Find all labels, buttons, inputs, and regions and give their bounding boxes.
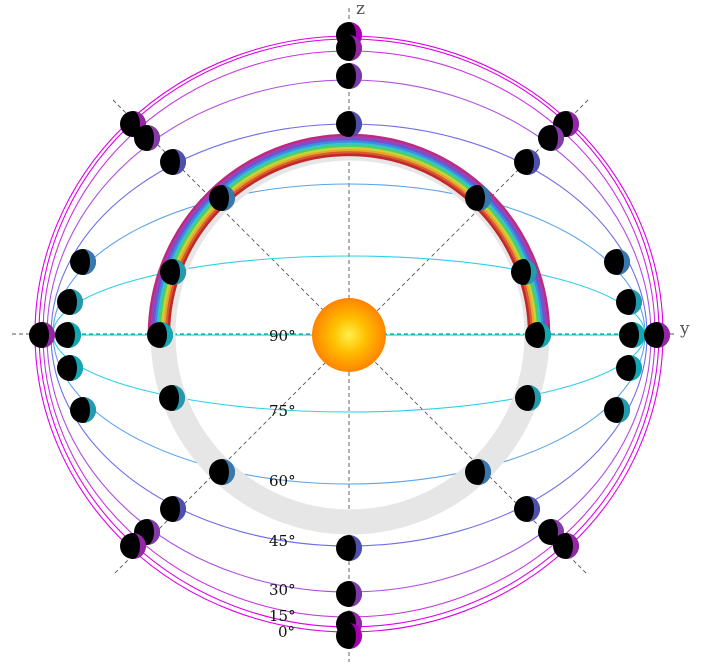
sphere-marker xyxy=(209,185,235,211)
sphere-marker xyxy=(57,355,83,381)
sun xyxy=(312,298,386,372)
sphere-marker xyxy=(644,322,670,348)
sphere-marker xyxy=(336,623,362,649)
sphere-marker xyxy=(538,125,564,151)
rainbow-band xyxy=(163,149,535,336)
altitude-label: 90° xyxy=(269,327,296,345)
altitude-label: 15° xyxy=(269,607,296,625)
altitude-labels: 90° 75° 60° 45° 30° 15°0° xyxy=(269,327,296,641)
rainbow-band xyxy=(160,146,538,336)
altitude-label: 60° xyxy=(269,472,296,490)
sphere-marker xyxy=(209,459,235,485)
sphere-marker xyxy=(515,385,541,411)
sphere-marker xyxy=(160,149,186,175)
rainbow-band xyxy=(165,151,533,336)
sphere-marker xyxy=(525,322,551,348)
sphere-marker xyxy=(465,459,491,485)
sphere-marker xyxy=(70,397,96,423)
rainbow-band xyxy=(158,144,540,336)
sphere-marker xyxy=(465,185,491,211)
sphere-marker xyxy=(160,496,186,522)
sphere-marker xyxy=(553,533,579,559)
sphere-marker xyxy=(336,581,362,607)
rainbow-band xyxy=(154,140,544,336)
sphere-marker xyxy=(120,533,146,559)
altitude-label: 45° xyxy=(269,532,296,550)
rainbow-band xyxy=(152,138,546,336)
sphere-marker xyxy=(336,35,362,61)
sphere-marker xyxy=(514,149,540,175)
sphere-marker xyxy=(160,259,186,285)
sphere-marker xyxy=(511,259,537,285)
sphere-marker xyxy=(616,355,642,381)
z-axis-label: z xyxy=(356,0,365,19)
y-axis-label: y xyxy=(679,319,690,339)
sphere-marker xyxy=(134,125,160,151)
sphere-marker xyxy=(159,385,185,411)
altitude-label: 75° xyxy=(269,402,296,420)
rainbow-band xyxy=(156,142,542,336)
sphere-marker xyxy=(55,322,81,348)
sphere-marker xyxy=(514,496,540,522)
sphere-marker xyxy=(70,249,96,275)
sphere-marker xyxy=(616,289,642,315)
rainbow-arc xyxy=(147,133,551,336)
sphere-marker xyxy=(147,322,173,348)
sphere-marker xyxy=(604,249,630,275)
sphere-marker xyxy=(336,535,362,561)
sphere-marker xyxy=(604,397,630,423)
sphere-marker xyxy=(619,322,645,348)
sphere-marker xyxy=(336,111,362,137)
sphere-marker xyxy=(336,63,362,89)
rainbow-band xyxy=(167,153,531,336)
sphere-markers xyxy=(29,22,670,649)
sphere-marker xyxy=(29,322,55,348)
rainbow-band xyxy=(149,135,549,336)
altitude-label: 0° xyxy=(278,623,295,641)
sphere-marker xyxy=(57,289,83,315)
altitude-label: 30° xyxy=(269,581,296,599)
